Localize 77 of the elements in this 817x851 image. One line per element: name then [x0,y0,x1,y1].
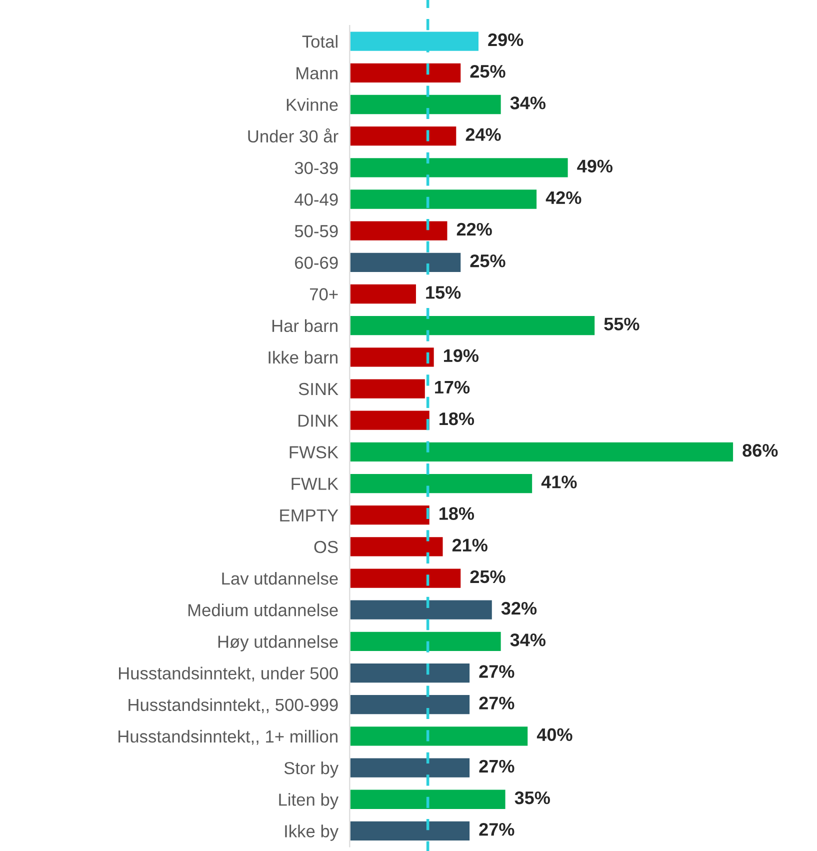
y-tick-label: DINK [298,414,338,427]
y-tick-label: EMPTY [280,509,338,522]
data-label: 15% [426,286,461,299]
y-tick-label: Har barn [272,319,338,332]
data-label: 27% [479,760,514,773]
y-tick-label: Kvinne [286,98,338,111]
y-tick-label: Lav utdannelse [222,572,338,585]
bar [350,314,596,337]
y-tick-label: Total [302,35,338,48]
data-label: 34% [510,634,546,646]
bar [350,251,462,274]
y-tick-label: 40-49 [294,193,338,206]
bar [350,756,471,779]
bar [350,504,431,526]
data-label: 41% [541,476,577,488]
bar [350,378,426,400]
y-tick-label: Stor by [284,761,339,778]
bar [350,662,471,684]
bar [350,188,538,210]
y-tick-label: Ikke by [285,824,339,841]
data-label: 18% [440,412,474,426]
bar [350,820,471,842]
y-tick-label: Mann [296,67,338,80]
data-label: 86% [742,444,778,457]
data-label: 19% [444,349,479,362]
data-label: 40% [536,728,572,742]
bar [350,630,502,652]
bar [350,472,534,494]
bar [350,598,494,621]
y-tick-label: 60-69 [295,256,338,269]
y-tick-label: Under 30 år [248,128,338,143]
y-tick-label: 50-59 [294,225,338,238]
data-label: 18% [440,507,474,520]
data-label: 21% [452,538,488,552]
data-label: 35% [514,791,550,804]
y-tick-label: FWSK [290,446,338,458]
y-tick-label: SINK [298,382,338,396]
data-label: 25% [470,64,506,78]
data-label: 34% [510,96,546,110]
data-label: 55% [604,318,640,330]
y-tick-label: Høy utdannelse [218,635,338,652]
y-tick-label: Medium utdannelse [188,604,338,616]
data-label: 27% [479,696,514,710]
data-label: 29% [488,33,524,46]
data-label: 27% [479,823,514,836]
y-tick-label: Ikke barn [268,350,338,364]
y-tick-label: FWLK [292,478,338,490]
bar [350,409,431,432]
data-label: 25% [470,254,506,268]
bar [350,536,444,558]
bar [350,440,734,463]
bar [350,220,449,242]
bar [350,62,462,84]
bar [350,694,471,716]
bar [350,125,458,148]
data-label: 32% [501,602,537,615]
bar [350,283,418,305]
y-tick-label: Liten by [279,793,339,810]
y-tick-label: 30-39 [294,162,338,174]
y-tick-label: 70+ [310,288,338,300]
bar [350,346,436,368]
data-label: 42% [546,191,582,204]
data-label: 22% [456,222,492,236]
data-label: 24% [466,128,501,141]
bar [350,788,507,810]
y-tick-label: OS [314,540,338,554]
y-tick-label: Husstandsinntekt,, 1+ million [118,730,338,745]
bar [350,94,502,116]
data-label: 49% [577,160,612,173]
bar [350,567,462,590]
data-label: 17% [435,380,470,394]
y-tick-label: Husstandsinntekt,, 500-999 [128,698,338,714]
data-label: 25% [470,570,506,584]
y-tick-label: Husstandsinntekt, under 500 [118,666,338,682]
data-label: 27% [479,665,514,678]
bar [350,725,530,748]
bar [350,156,570,179]
